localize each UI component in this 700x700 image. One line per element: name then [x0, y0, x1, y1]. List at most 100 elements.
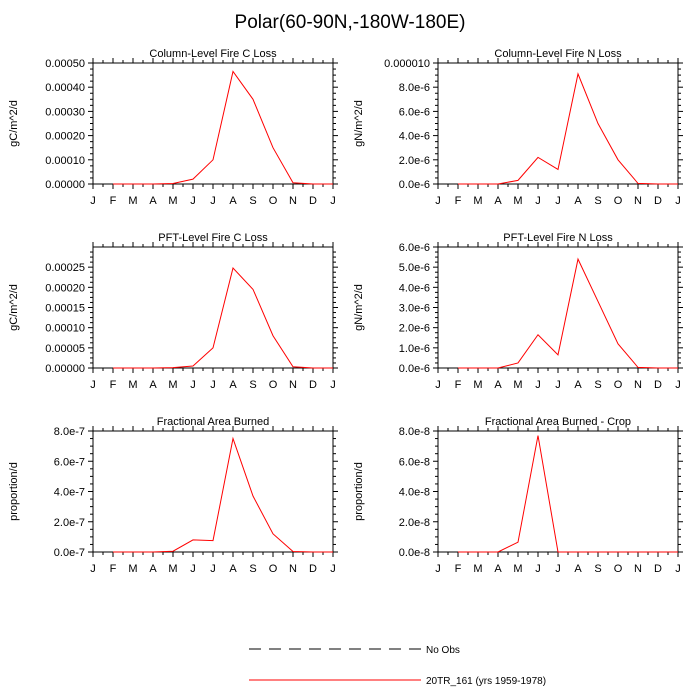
- x-tick-label: A: [494, 379, 502, 391]
- y-tick-label: 6.0e-7: [54, 456, 85, 468]
- x-tick-label: M: [513, 195, 522, 207]
- x-tick-label: S: [249, 195, 256, 207]
- series-line: [113, 436, 333, 553]
- x-tick-label: J: [435, 563, 441, 575]
- x-tick-label: S: [249, 563, 256, 575]
- y-tick-label: 8.0e-8: [399, 426, 430, 438]
- x-tick-label: J: [555, 195, 561, 207]
- x-tick-label: N: [289, 195, 297, 207]
- x-tick-label: J: [435, 195, 441, 207]
- x-tick-label: J: [210, 195, 216, 207]
- x-tick-label: J: [675, 563, 681, 575]
- x-tick-label: F: [455, 195, 462, 207]
- x-tick-label: O: [614, 379, 623, 391]
- series-line: [458, 257, 678, 369]
- x-tick-label: M: [128, 563, 137, 575]
- y-tick-label: 8.0e-6: [399, 82, 430, 94]
- x-tick-label: S: [594, 563, 601, 575]
- y-tick-label: 0.00020: [45, 131, 85, 143]
- x-tick-label: M: [168, 379, 177, 391]
- x-tick-label: M: [128, 195, 137, 207]
- y-tick-label: 2.0e-6: [399, 323, 430, 335]
- y-tick-label: 8.0e-7: [54, 426, 85, 438]
- x-tick-label: M: [513, 379, 522, 391]
- x-tick-label: N: [634, 563, 642, 575]
- y-tick-label: 2.0e-7: [54, 517, 85, 529]
- x-tick-label: J: [190, 563, 196, 575]
- x-tick-label: A: [149, 563, 157, 575]
- plot-frame: [92, 430, 334, 553]
- plot-frame: [92, 246, 334, 369]
- y-tick-label: 0.00030: [45, 106, 85, 118]
- series-line: [113, 266, 333, 369]
- x-tick-label: F: [110, 379, 117, 391]
- y-tick-label: 0.00020: [45, 282, 85, 294]
- x-tick-label: J: [435, 379, 441, 391]
- x-tick-label: A: [574, 379, 582, 391]
- y-axis-label: proportion/d: [353, 462, 365, 521]
- x-tick-label: A: [229, 563, 237, 575]
- x-tick-label: M: [473, 563, 482, 575]
- x-tick-label: N: [634, 379, 642, 391]
- x-tick-label: J: [535, 195, 541, 207]
- plot-frame: [437, 62, 679, 185]
- chart-title: Column-Level Fire C Loss: [149, 48, 277, 60]
- y-tick-label: 5.0e-6: [399, 262, 430, 274]
- x-tick-label: J: [90, 563, 96, 575]
- x-tick-label: M: [473, 379, 482, 391]
- y-tick-label: 6.0e-6: [399, 106, 430, 118]
- x-tick-label: A: [229, 195, 237, 207]
- y-tick-label: 3.0e-6: [399, 303, 430, 315]
- y-tick-label: 4.0e-8: [399, 487, 430, 499]
- x-tick-label: A: [494, 195, 502, 207]
- x-tick-label: O: [614, 195, 623, 207]
- plot-frame: [437, 246, 679, 369]
- x-tick-label: S: [249, 379, 256, 391]
- plot-frame: [437, 430, 679, 553]
- chart-6: Fractional Area Burned - Crop proportion/…: [353, 416, 683, 575]
- x-tick-label: N: [634, 195, 642, 207]
- y-tick-label: 4.0e-6: [399, 131, 430, 143]
- y-tick-label: 4.0e-7: [54, 487, 85, 499]
- chart-title: Fractional Area Burned - Crop: [485, 416, 631, 428]
- x-tick-label: J: [210, 563, 216, 575]
- x-tick-label: A: [229, 379, 237, 391]
- x-tick-label: O: [269, 195, 278, 207]
- x-tick-label: M: [128, 379, 137, 391]
- x-tick-label: O: [614, 563, 623, 575]
- y-tick-label: 6.0e-6: [399, 242, 430, 254]
- x-tick-label: M: [513, 563, 522, 575]
- x-tick-label: J: [90, 379, 96, 391]
- series-line: [458, 435, 678, 553]
- chart-title: Column-Level Fire N Loss: [494, 48, 622, 60]
- y-tick-label: 0.00040: [45, 82, 85, 94]
- chart-title: PFT-Level Fire N Loss: [503, 232, 613, 244]
- x-tick-label: J: [330, 379, 336, 391]
- y-axis-label: proportion/d: [8, 462, 20, 521]
- y-tick-label: 2.0e-8: [399, 517, 430, 529]
- x-tick-label: J: [90, 195, 96, 207]
- y-tick-label: 0.00015: [45, 303, 85, 315]
- series-line: [113, 70, 333, 185]
- y-tick-label: 0.00010: [45, 323, 85, 335]
- x-tick-label: F: [110, 195, 117, 207]
- y-tick-label: 0.000010: [384, 58, 430, 70]
- x-tick-label: M: [168, 195, 177, 207]
- y-tick-label: 0.00050: [45, 58, 85, 70]
- page-title: Polar(60-90N,-180W-180E): [234, 12, 466, 33]
- x-tick-label: N: [289, 563, 297, 575]
- y-axis-label: gN/m^2/d: [353, 284, 365, 331]
- y-axis-label: gC/m^2/d: [8, 284, 20, 331]
- x-tick-label: N: [289, 379, 297, 391]
- x-tick-label: F: [110, 563, 117, 575]
- chart-title: Fractional Area Burned: [157, 416, 270, 428]
- y-tick-label: 0.0e-8: [399, 547, 430, 559]
- x-tick-label: J: [190, 379, 196, 391]
- x-tick-label: S: [594, 379, 601, 391]
- series-line: [458, 72, 678, 185]
- y-tick-label: 2.0e-6: [399, 155, 430, 167]
